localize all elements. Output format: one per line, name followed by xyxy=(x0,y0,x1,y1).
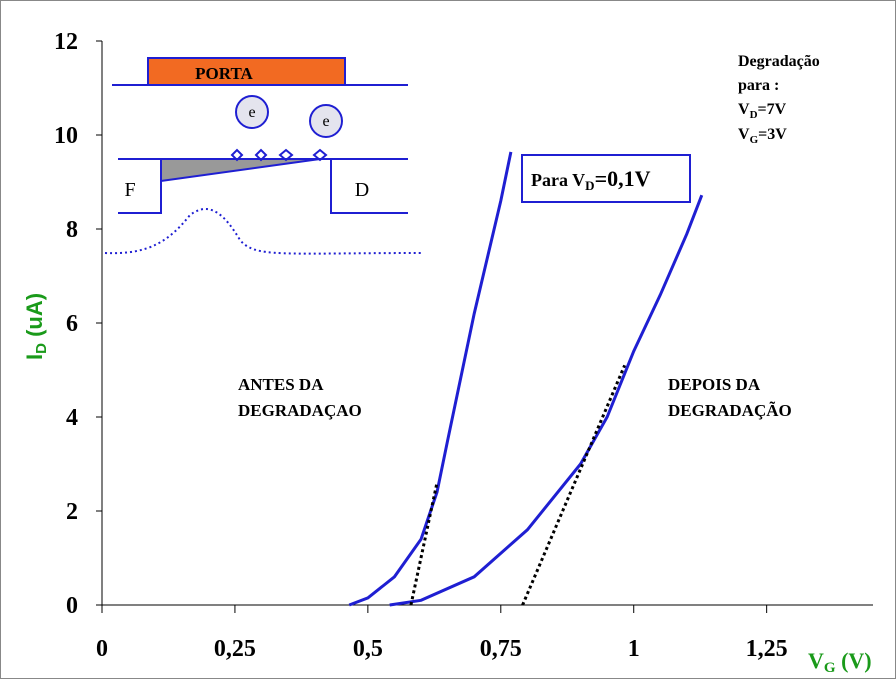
legend-label-part: Para V xyxy=(531,170,585,190)
note-part: =3V xyxy=(758,126,787,143)
annotation: ANTES DA xyxy=(238,375,324,394)
x-axis-title-part: (V) xyxy=(836,648,872,673)
drain-label: D xyxy=(355,179,369,201)
y-axis-title: ID (uA) xyxy=(22,293,50,360)
series-line xyxy=(409,482,439,606)
note-part: V xyxy=(738,126,750,143)
legend-label-part: =0,1V xyxy=(595,166,651,191)
y-tick-label: 6 xyxy=(66,311,78,337)
x-tick-label: 0,5 xyxy=(353,636,383,662)
electron-label: e xyxy=(322,113,329,130)
note: VG=3V xyxy=(738,126,787,146)
source-label: F xyxy=(124,179,135,201)
traps xyxy=(230,148,328,162)
note: Degradação xyxy=(738,53,820,70)
annotation: DEGRADAÇÃO xyxy=(668,401,792,420)
note-part: V xyxy=(738,101,750,118)
gate-label: PORTA xyxy=(195,64,253,83)
note-sub: G xyxy=(750,134,759,146)
x-axis-title-sub: G xyxy=(824,660,836,676)
y-tick-label: 4 xyxy=(66,405,78,431)
legend-label: Para VD=0,1V xyxy=(531,166,651,193)
x-tick-label: 0 xyxy=(96,636,108,662)
electron xyxy=(235,95,269,129)
annotation: DEGRADAÇAO xyxy=(238,401,362,420)
y-tick-label: 10 xyxy=(54,123,78,149)
series-line xyxy=(521,364,627,606)
legend-label-sub: D xyxy=(585,178,594,193)
x-tick-label: 1 xyxy=(628,636,640,662)
series-line xyxy=(348,151,513,607)
y-axis-title-part: (uA) xyxy=(22,293,47,343)
x-axis-title-part: V xyxy=(808,648,824,673)
note-sub: D xyxy=(750,109,758,121)
note: para : xyxy=(738,77,779,94)
y-tick-label: 8 xyxy=(66,217,78,243)
inset-diagram xyxy=(104,57,423,255)
note: VD=7V xyxy=(738,101,787,121)
series-line xyxy=(389,194,704,607)
potential xyxy=(104,208,423,255)
x-tick-label: 0,25 xyxy=(214,636,256,662)
x-tick-label: 0,75 xyxy=(480,636,522,662)
electron-label: e xyxy=(248,104,255,121)
y-axis-title-part: I xyxy=(22,354,47,360)
note-part: =7V xyxy=(758,101,787,118)
y-tick-label: 2 xyxy=(66,499,78,525)
x-tick-label: 1,25 xyxy=(746,636,788,662)
y-tick-label: 0 xyxy=(66,593,78,619)
y-tick-label: 12 xyxy=(54,29,78,55)
electron xyxy=(309,104,343,138)
junctions xyxy=(118,159,408,214)
x-axis-title: VG (V) xyxy=(808,648,872,676)
y-axis-title-sub: D xyxy=(33,343,50,354)
annotation: DEPOIS DA xyxy=(668,375,761,394)
legend-box xyxy=(521,154,691,203)
